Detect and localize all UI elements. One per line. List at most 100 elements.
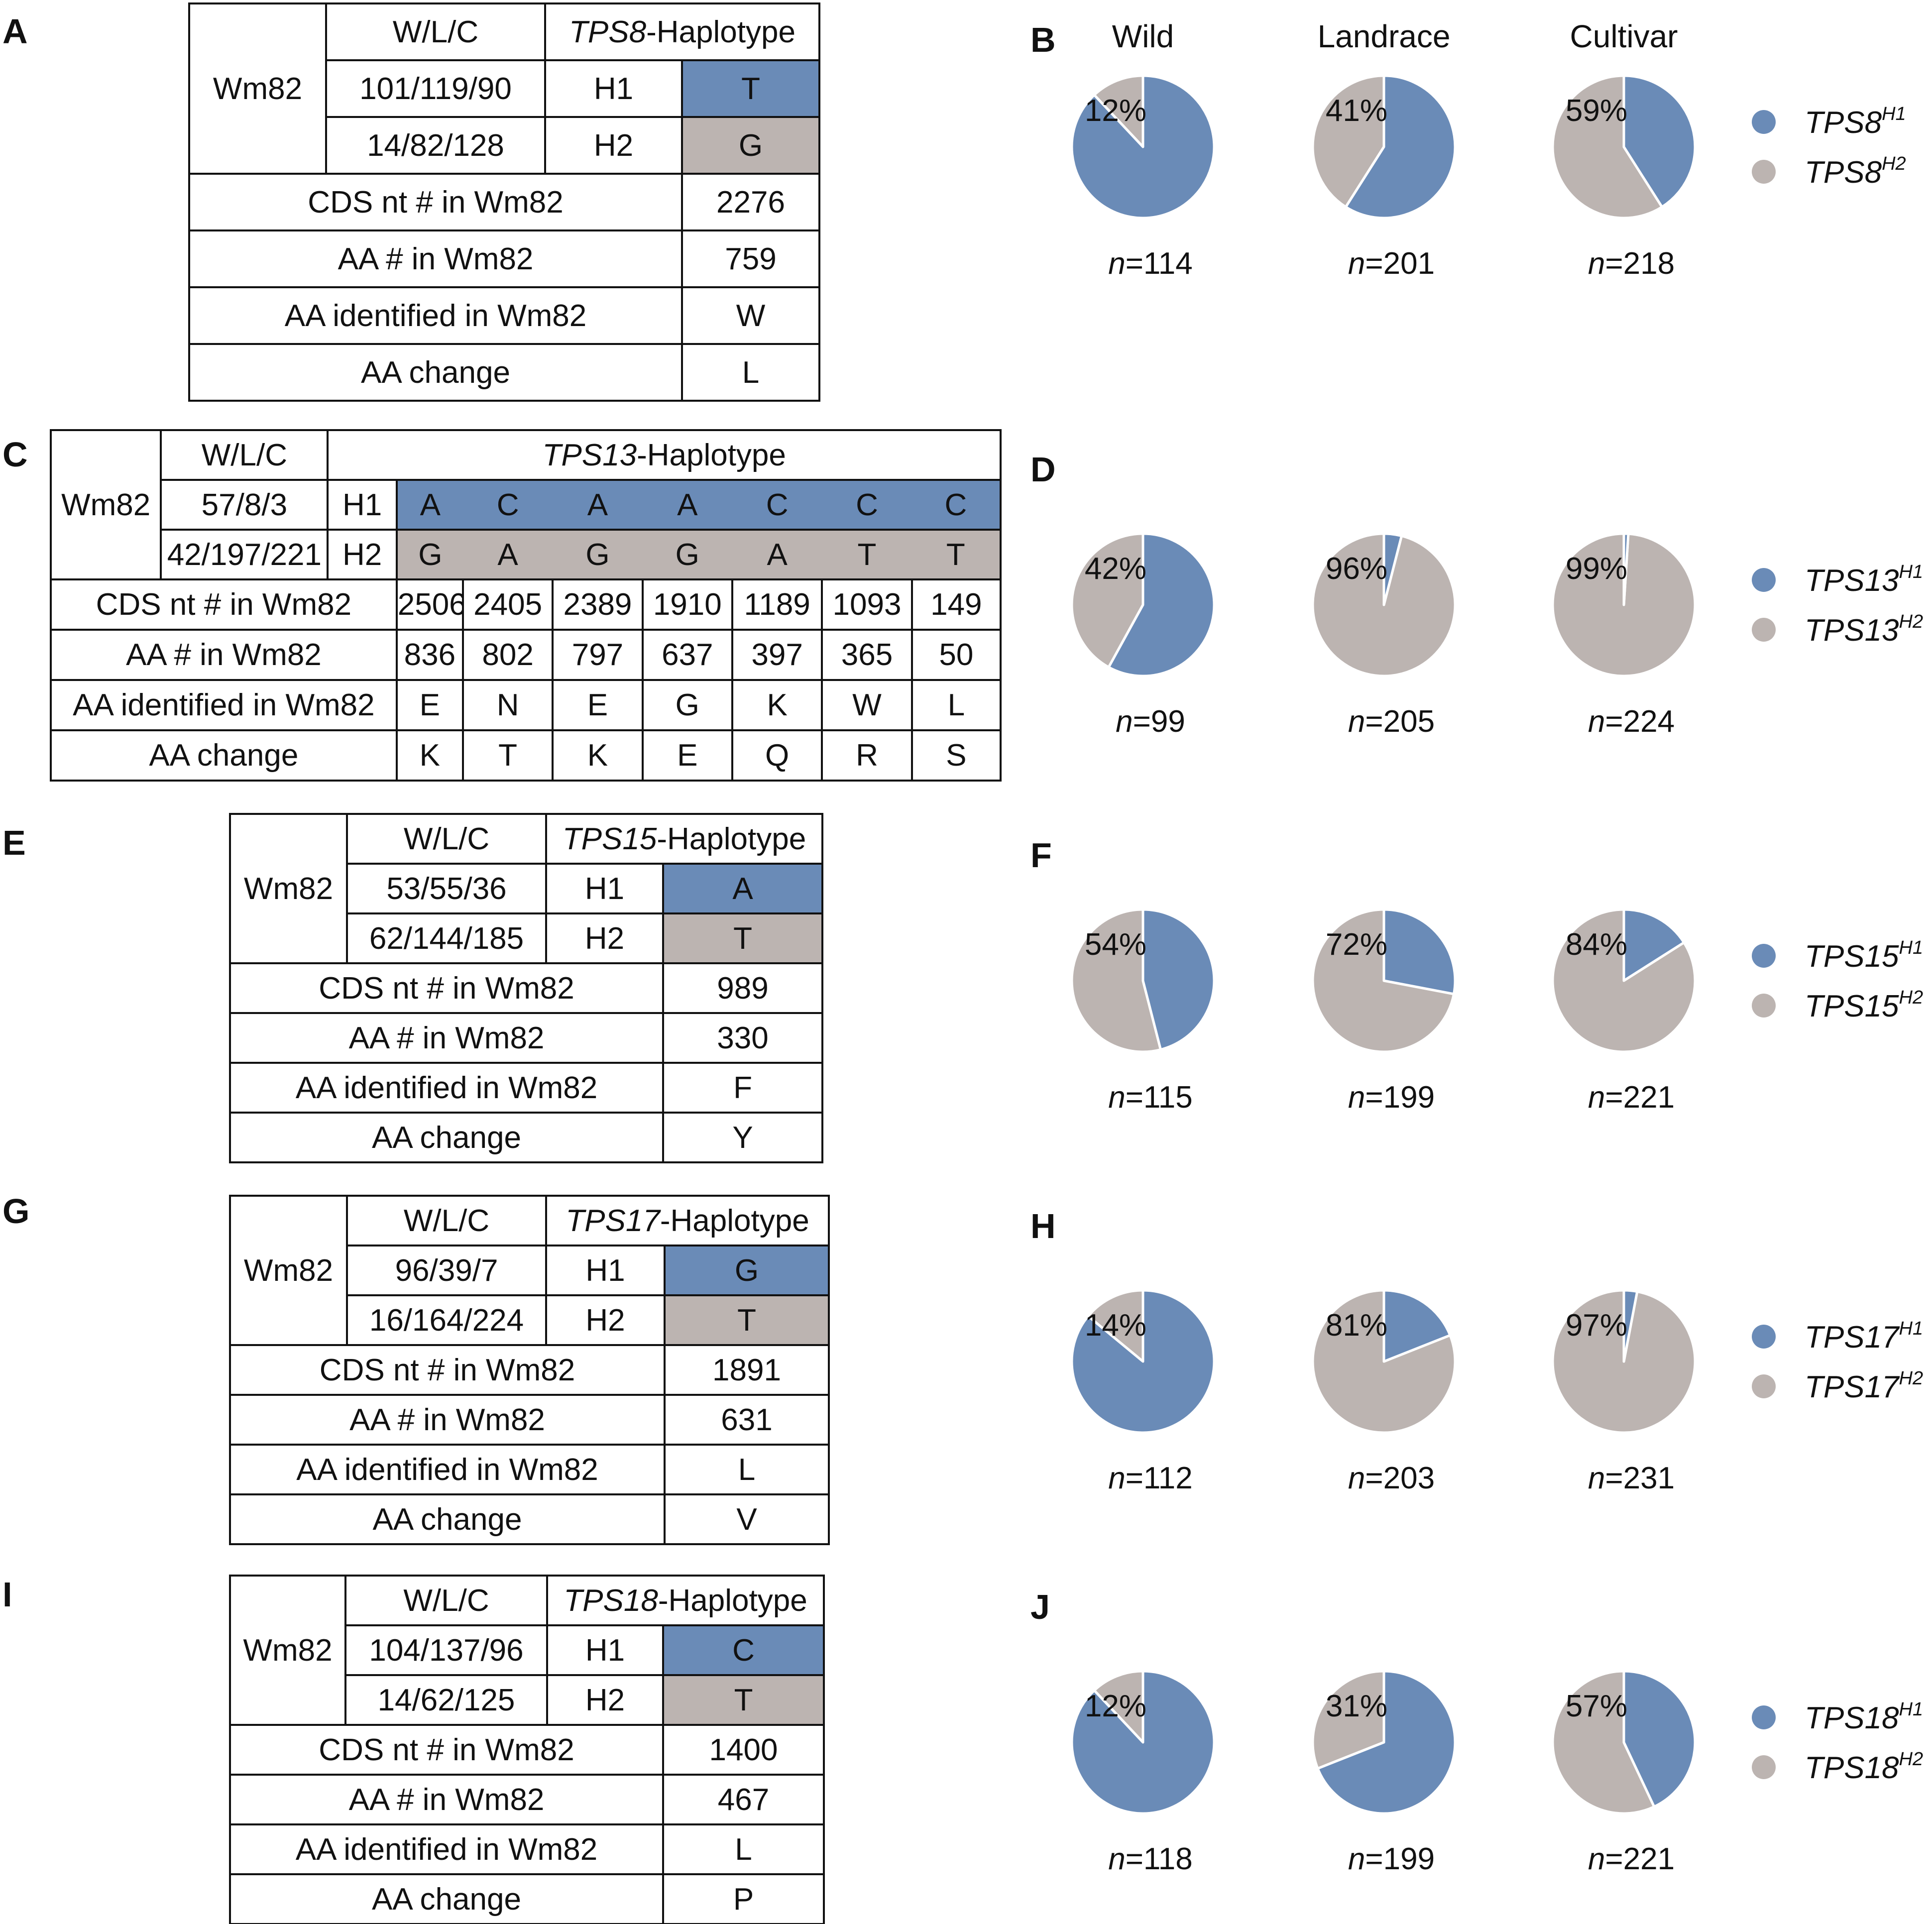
aa-num-value: 50 <box>910 629 1002 681</box>
pie-slice-h1 <box>1382 1289 1452 1363</box>
pie-tps15-cultivar: 84% n=221 <box>1551 908 1697 1115</box>
legend-superscript: H1 <box>1899 937 1924 958</box>
n-symbol: n <box>1588 1461 1605 1495</box>
aa-change-value: Y <box>662 1112 823 1163</box>
pie-n-label: n=118 <box>1108 1842 1193 1876</box>
pie-slice-h1 <box>1622 908 1686 982</box>
legend-label-h1: TPS18H1 <box>1805 1699 1923 1735</box>
pie-n-label: n=199 <box>1348 1080 1435 1115</box>
n-value: =218 <box>1605 246 1675 281</box>
aa-num-value: 467 <box>662 1774 825 1825</box>
gene-name: TPS8 <box>569 14 647 49</box>
haplotype-table-e: Wm82 W/L/C TPS15-Haplotype 53/55/36 H1 A… <box>229 813 823 1163</box>
pie-n-label: n=115 <box>1108 1080 1193 1115</box>
legend-marker-h1 <box>1752 944 1776 968</box>
pie-percent-label: 41% <box>1326 94 1387 128</box>
h1-nt: A <box>395 479 463 531</box>
legend-label-h2: TPS17H2 <box>1805 1368 1923 1404</box>
h1-nt: C <box>822 479 912 531</box>
n-value: =199 <box>1365 1080 1435 1115</box>
haplotype-suffix: -Haplotype <box>658 1583 807 1618</box>
legend-label-h1: TPS13H1 <box>1805 562 1923 598</box>
cds-value: 989 <box>662 962 823 1014</box>
h1-counts: 57/8/3 <box>160 479 329 531</box>
pie-slice-h2 <box>1070 532 1144 669</box>
panel-letter-g: G <box>2 1192 30 1231</box>
aa-num-value: 797 <box>552 629 644 681</box>
h2-nt: G <box>553 529 643 580</box>
h2-counts: 62/144/185 <box>346 912 547 964</box>
wlc-header: W/L/C <box>346 813 547 865</box>
panel-letter-a: A <box>2 12 28 51</box>
cds-value: 2506 <box>395 578 464 631</box>
group-header-wild: Wild <box>1112 18 1174 54</box>
pie-tps18-landrace: 31% n=199 <box>1311 1670 1457 1876</box>
pie-n-label: n=224 <box>1588 704 1675 739</box>
aa-change-value: P <box>662 1873 825 1924</box>
legend-marker-h2 <box>1752 1374 1776 1398</box>
aa-change-value: E <box>641 729 733 782</box>
legend-marker-h2 <box>1752 618 1776 642</box>
haplotype-header: TPS18-Haplotype <box>546 1575 825 1626</box>
gene-name: TPS13 <box>542 438 637 472</box>
pie-percent-label: 96% <box>1326 552 1387 586</box>
pie-percent-label: 31% <box>1326 1689 1387 1723</box>
n-value: =221 <box>1605 1842 1675 1876</box>
aa-num-value: 397 <box>731 629 823 681</box>
h2-nt: A <box>732 529 822 580</box>
row-label-aa-num: AA # in Wm82 <box>188 229 683 288</box>
legend-marker-h2 <box>1752 160 1776 184</box>
pie-tps18-cultivar: 57% n=221 <box>1551 1670 1697 1876</box>
legend-label-h1: TPS17H1 <box>1805 1318 1923 1355</box>
h2-nt: T <box>822 529 912 580</box>
legend-gene: TPS15 <box>1805 989 1899 1023</box>
h2-nt: T <box>662 1674 825 1726</box>
pie-slice-h1 <box>1141 908 1216 1051</box>
row-label-aa-identified: AA identified in Wm82 <box>229 1062 664 1114</box>
legend-label-h1: TPS15H1 <box>1805 937 1923 974</box>
haplotype-suffix: -Haplotype <box>660 1203 809 1238</box>
pie-slice-h2 <box>1087 1289 1144 1363</box>
pie-percent-label: 84% <box>1566 927 1627 962</box>
n-value: =201 <box>1365 246 1435 281</box>
h1-counts: 104/137/96 <box>344 1624 548 1676</box>
row-label-aa-change: AA change <box>188 343 683 402</box>
pie-slice-h1 <box>1316 1670 1457 1815</box>
pie-slice-h2 <box>1551 1670 1656 1815</box>
legend-superscript: H1 <box>1899 1699 1924 1720</box>
cds-value: 1910 <box>641 578 733 631</box>
aa-identified-value: G <box>641 679 733 731</box>
h2-label: H2 <box>545 912 664 964</box>
haplotype-table-g: Wm82 W/L/C TPS17-Haplotype 96/39/7 H1 G … <box>229 1195 830 1545</box>
aa-num-value: 631 <box>664 1394 830 1446</box>
aa-change-value: L <box>681 343 821 402</box>
ref-label: Wm82 <box>188 2 327 175</box>
h2-label: H2 <box>327 529 398 580</box>
legend-superscript: H1 <box>1882 104 1906 124</box>
n-symbol: n <box>1348 246 1365 281</box>
n-symbol: n <box>1348 1842 1365 1876</box>
wlc-header: W/L/C <box>346 1195 547 1246</box>
h2-nt: G <box>395 529 463 580</box>
h2-counts: 16/164/224 <box>346 1294 547 1346</box>
aa-identified-value: L <box>662 1823 825 1875</box>
h2-nt: G <box>642 529 732 580</box>
legend-label-h1: TPS8H1 <box>1805 104 1906 140</box>
row-label-aa-identified: AA identified in Wm82 <box>229 1823 664 1875</box>
n-value: =118 <box>1126 1842 1193 1876</box>
pie-slice-h1 <box>1344 74 1457 220</box>
aa-identified-value: N <box>461 679 554 731</box>
panel-letter-d: D <box>1030 450 1056 489</box>
pie-tps13-landrace: 96% n=205 <box>1311 532 1457 739</box>
row-label-aa-num: AA # in Wm82 <box>50 629 398 681</box>
h2-counts: 14/62/125 <box>344 1674 548 1726</box>
h1-nt: A <box>553 479 643 531</box>
aa-identified-value: K <box>731 679 823 731</box>
pie-tps17-landrace: 81% n=203 <box>1311 1289 1457 1495</box>
n-symbol: n <box>1588 1842 1605 1876</box>
pie-percent-label: 97% <box>1566 1308 1627 1343</box>
legend-superscript: H2 <box>1882 153 1906 174</box>
pie-percent-label: 99% <box>1566 552 1627 586</box>
pie-tps17-wild: 14% n=112 <box>1070 1289 1216 1495</box>
